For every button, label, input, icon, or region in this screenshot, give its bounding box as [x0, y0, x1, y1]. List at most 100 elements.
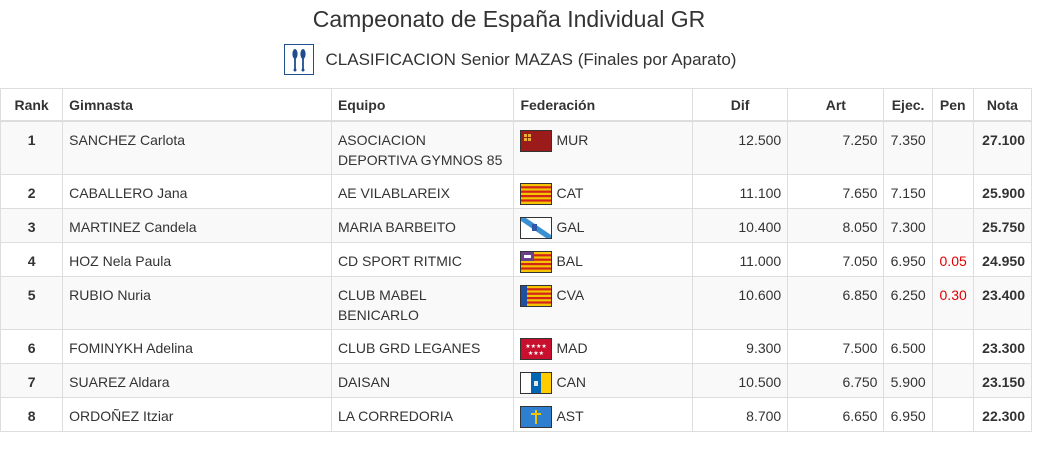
ejec-score: 7.300: [883, 208, 933, 243]
table-row: 3 MARTINEZ Candela MARIA BARBEITO GAL 10…: [0, 208, 1033, 243]
dif-score: 11.000: [691, 242, 789, 277]
results-table: Rank Gimnasta Equipo Federación Dif Art …: [0, 88, 1033, 432]
dif-score: 11.100: [691, 174, 789, 209]
header-ejec[interactable]: Ejec.: [883, 88, 933, 122]
rank-cell: 4: [0, 242, 64, 277]
gymnast-name: ORDOÑEZ Itziar: [62, 397, 332, 432]
art-score: 8.050: [787, 208, 885, 243]
gymnast-name: MARTINEZ Candela: [62, 208, 332, 243]
murcia-flag-icon: [520, 130, 553, 152]
catalonia-flag-icon: [520, 183, 553, 205]
nota-score: 24.950: [972, 242, 1033, 277]
ejec-score: 6.950: [883, 242, 933, 277]
team-name: DAISAN: [330, 363, 515, 398]
art-score: 6.650: [787, 397, 885, 432]
art-score: 7.050: [787, 242, 885, 277]
galicia-flag-icon: [520, 217, 553, 239]
federation-code: GAL: [556, 219, 585, 235]
canarias-flag-icon: [520, 372, 553, 394]
federation-cell: CAN: [513, 363, 693, 398]
header-gimnasta[interactable]: Gimnasta: [62, 88, 332, 122]
ejec-score: 7.150: [883, 174, 933, 209]
nota-score: 25.900: [972, 174, 1033, 209]
gymnast-name: FOMINYKH Adelina: [62, 329, 332, 364]
ejec-score: 6.500: [883, 329, 933, 364]
pen-score: [931, 120, 974, 175]
nota-score: 27.100: [972, 120, 1033, 175]
federation-cell: ★★★★ ★★★ MAD: [513, 329, 693, 364]
svg-text:★★★: ★★★: [528, 350, 544, 357]
art-score: 6.850: [787, 276, 885, 330]
nota-score: 22.300: [972, 397, 1033, 432]
pen-score: 0.30: [931, 276, 974, 330]
rank-cell: 6: [0, 329, 64, 364]
table-row: 1 SANCHEZ Carlota ASOCIACION DEPORTIVA G…: [0, 120, 1033, 175]
header-pen[interactable]: Pen: [931, 88, 974, 122]
gymnast-name: CABALLERO Jana: [62, 174, 332, 209]
team-name: ASOCIACION DEPORTIVA GYMNOS 85: [330, 120, 515, 175]
art-score: 7.250: [787, 120, 885, 175]
header-art[interactable]: Art: [787, 88, 885, 122]
header-equipo[interactable]: Equipo: [330, 88, 515, 122]
header-dif[interactable]: Dif: [691, 88, 789, 122]
dif-score: 12.500: [691, 120, 789, 175]
team-name: AE VILABLAREIX: [330, 174, 515, 209]
dif-score: 10.500: [691, 363, 789, 398]
federation-cell: AST: [513, 397, 693, 432]
gymnast-name: HOZ Nela Paula: [62, 242, 332, 277]
dif-score: 10.400: [691, 208, 789, 243]
art-score: 7.650: [787, 174, 885, 209]
federation-cell: CAT: [513, 174, 693, 209]
nota-score: 23.300: [972, 329, 1033, 364]
valencia-flag-icon: [520, 285, 553, 307]
gymnast-name: SUAREZ Aldara: [62, 363, 332, 398]
team-name: LA CORREDORIA: [330, 397, 515, 432]
pen-score: [931, 329, 974, 364]
pen-score: 0.05: [931, 242, 974, 277]
federation-code: CAN: [556, 374, 587, 390]
header-federacion[interactable]: Federación: [513, 88, 693, 122]
team-name: MARIA BARBEITO: [330, 208, 515, 243]
rank-cell: 7: [0, 363, 64, 398]
federation-cell: GAL: [513, 208, 693, 243]
art-score: 7.500: [787, 329, 885, 364]
ejec-score: 6.250: [883, 276, 933, 330]
table-row: 5 RUBIO Nuria CLUB MABEL BENICARLO: [0, 276, 1033, 330]
federation-cell: MUR: [513, 120, 693, 175]
art-score: 6.750: [787, 363, 885, 398]
ejec-score: 6.950: [883, 397, 933, 432]
federation-code: MAD: [556, 340, 588, 356]
rank-cell: 3: [0, 208, 64, 243]
rank-cell: 8: [0, 397, 64, 432]
nota-score: 23.400: [972, 276, 1033, 330]
federation-cell: CVA: [513, 276, 693, 330]
ejec-score: 7.350: [883, 120, 933, 175]
federation-cell: BAL: [513, 242, 693, 277]
madrid-flag-icon: ★★★★ ★★★: [520, 338, 553, 360]
subtitle-text: CLASIFICACION Senior MAZAS (Finales por …: [325, 49, 737, 69]
nota-score: 25.750: [972, 208, 1033, 243]
page-title: Campeonato de España Individual GR: [312, 6, 706, 32]
table-row: 8 ORDOÑEZ Itziar LA CORREDORIA AST 8.700: [0, 397, 1033, 432]
rank-cell: 1: [0, 120, 64, 175]
team-name: CD SPORT RITMIC: [330, 242, 515, 277]
dif-score: 10.600: [691, 276, 789, 330]
dif-score: 8.700: [691, 397, 789, 432]
federation-code: CAT: [556, 185, 584, 201]
rank-cell: 2: [0, 174, 64, 209]
header-rank[interactable]: Rank: [0, 88, 64, 122]
team-name: CLUB MABEL BENICARLO: [330, 276, 515, 330]
svg-text:★★★★: ★★★★: [526, 343, 548, 350]
pen-score: [931, 208, 974, 243]
gymnast-name: RUBIO Nuria: [62, 276, 332, 330]
nota-score: 23.150: [972, 363, 1033, 398]
ejec-score: 5.900: [883, 363, 933, 398]
federation-code: MUR: [556, 132, 589, 148]
header-nota[interactable]: Nota: [972, 88, 1033, 122]
pen-score: [931, 363, 974, 398]
pen-score: [931, 174, 974, 209]
federation-code: AST: [556, 408, 584, 424]
clubs-apparatus-icon: [283, 44, 314, 75]
team-name: CLUB GRD LEGANES: [330, 329, 515, 364]
federation-code: BAL: [556, 253, 583, 269]
